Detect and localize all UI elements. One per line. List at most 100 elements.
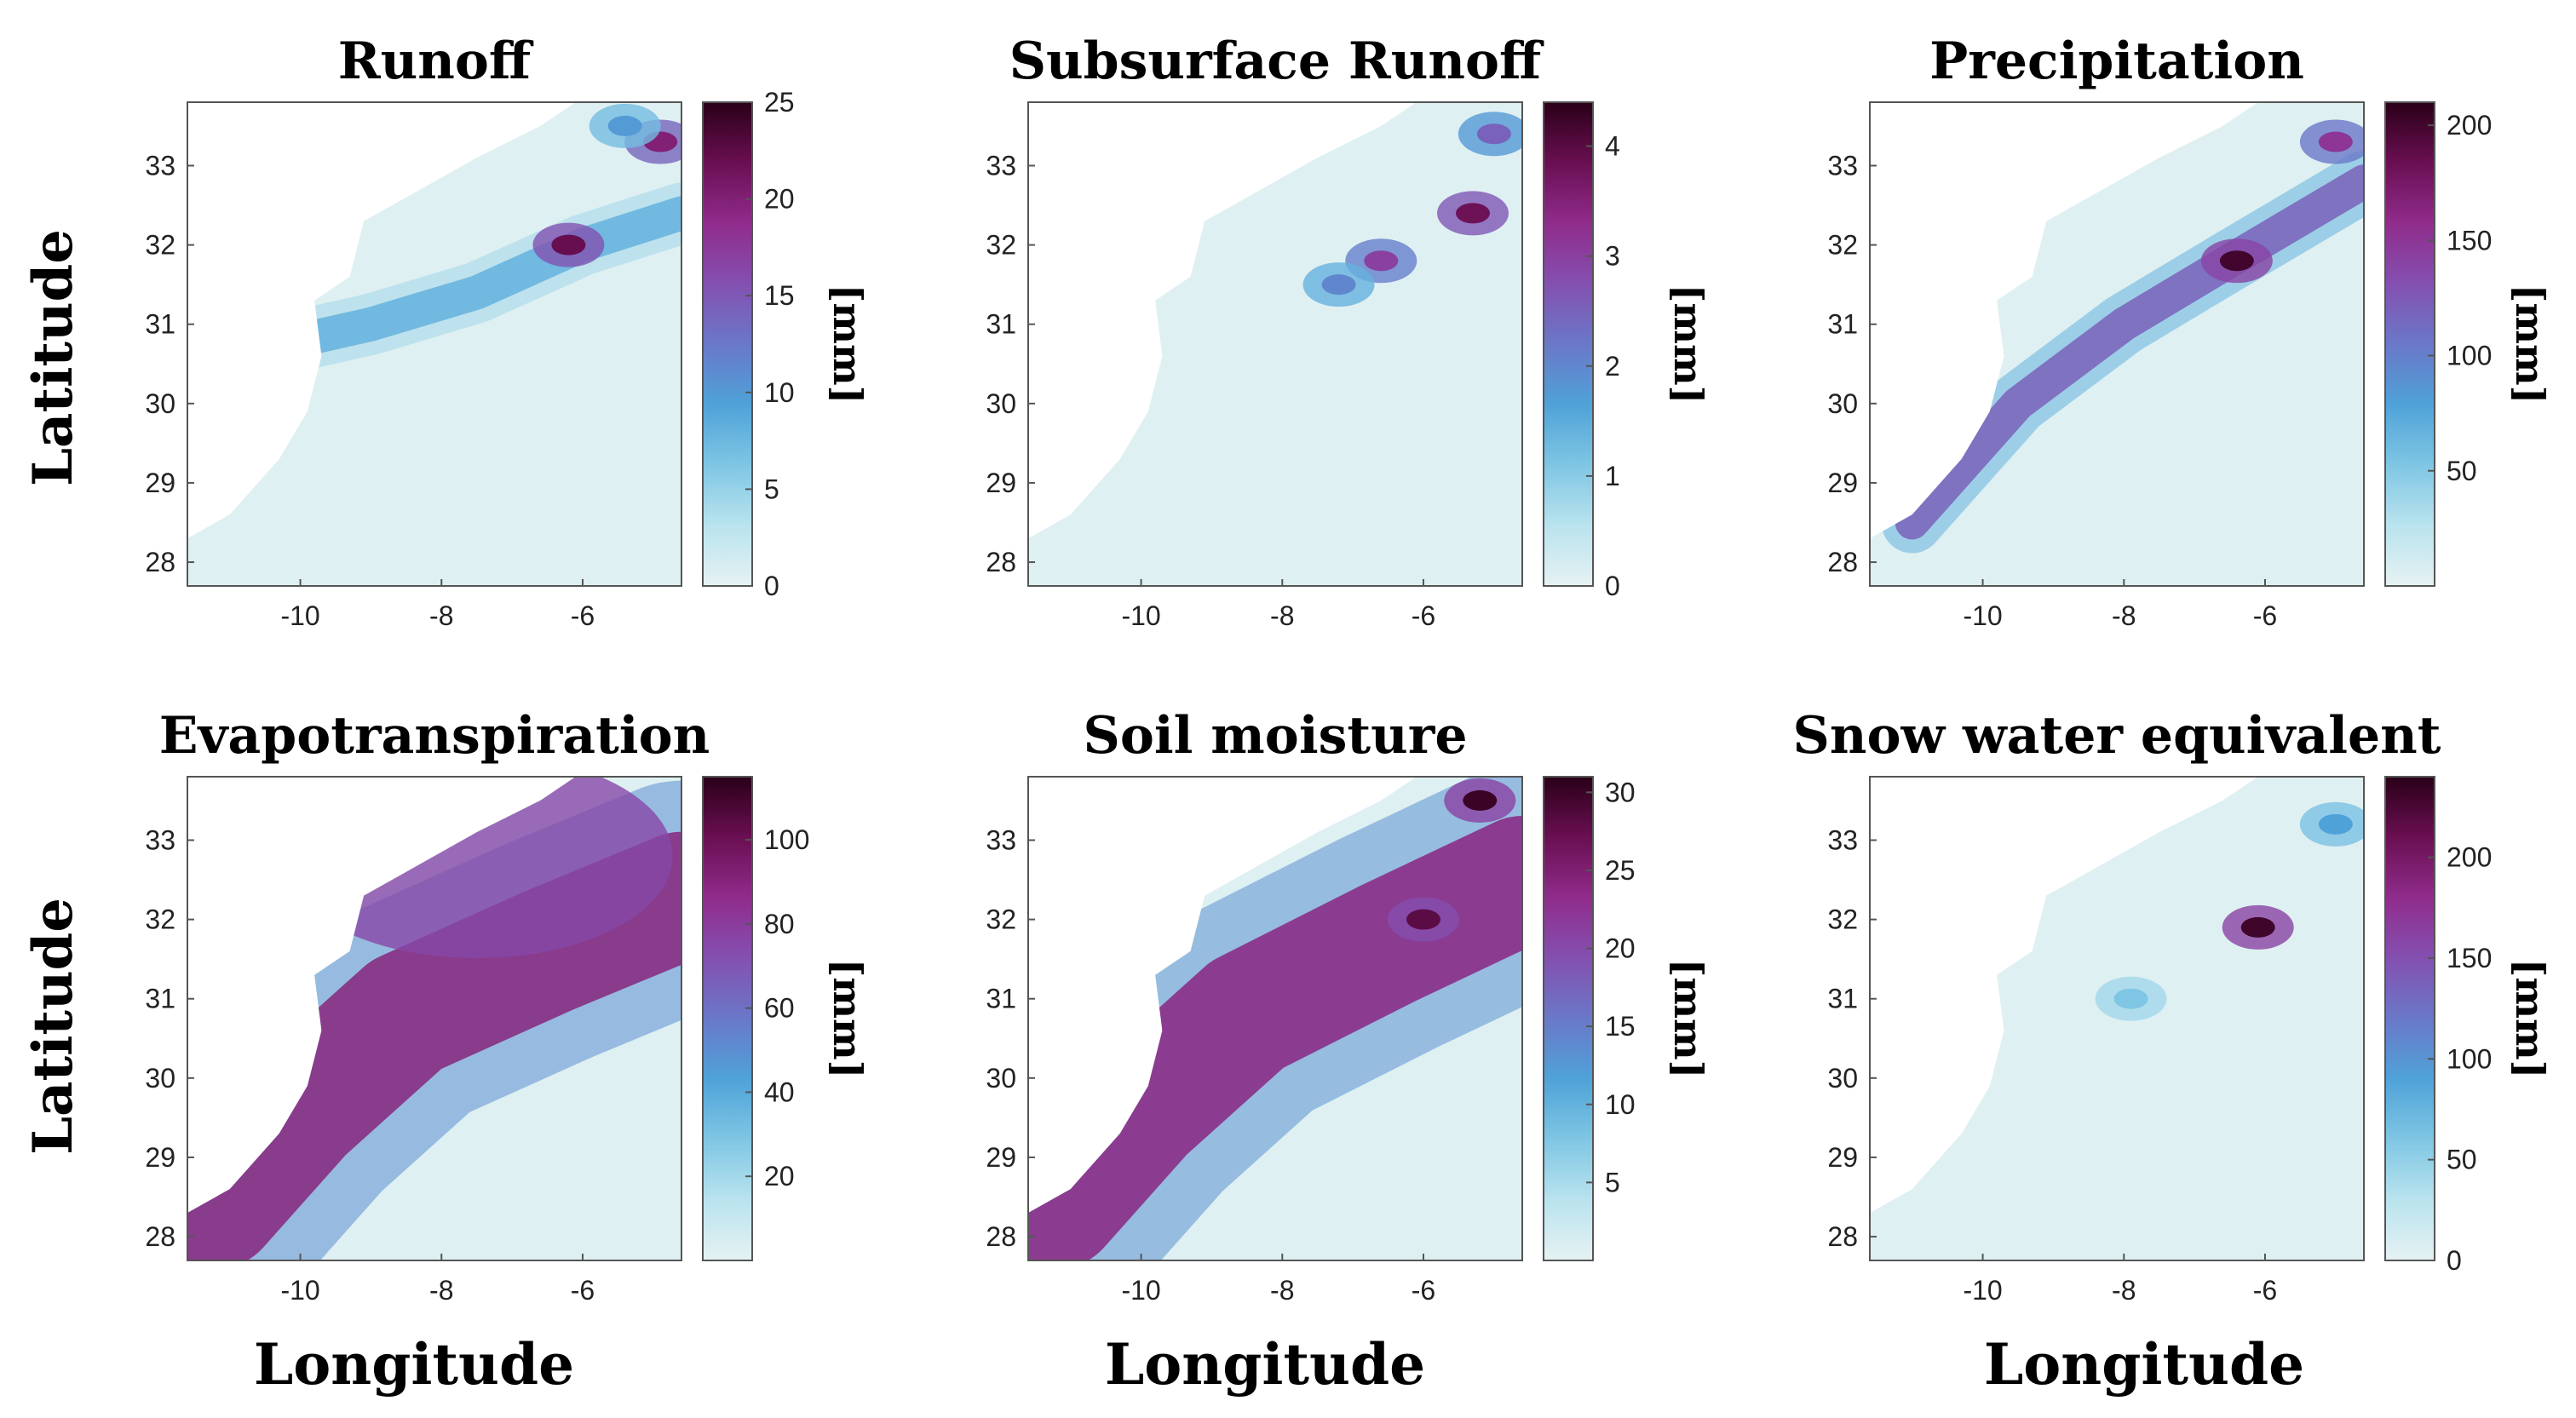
y-tick-label: 29 — [986, 1142, 1016, 1173]
colorbar-tick-label: 100 — [2447, 1043, 2492, 1074]
x-tick-label: -8 — [1270, 1275, 1294, 1306]
data-hotspot — [1463, 789, 1498, 811]
data-hotspot — [607, 115, 642, 136]
data-hotspot — [2219, 250, 2254, 272]
x-tick-label: -8 — [2112, 600, 2136, 631]
colorbar-tick-label: 50 — [2447, 456, 2477, 486]
data-hotspot — [1321, 274, 1356, 296]
colorbar-tick-label: 200 — [2447, 110, 2492, 141]
panel-title: Runoff — [338, 32, 534, 91]
panel-5: Soil moisture -10 -8 -6 28 29 30 31 32 33 5 10 15 20 2… — [986, 706, 1711, 1306]
x-tick-label: -8 — [429, 1275, 453, 1306]
colorbar-tick-label: 20 — [1605, 933, 1636, 964]
axes-frame — [1027, 101, 1523, 587]
axes-frame — [187, 776, 682, 1261]
y-tick-label: 30 — [1827, 388, 1858, 419]
colorbar — [1543, 101, 1594, 587]
panel-2: Subsurface Runoff -10 -8 -6 28 29 30 31 32 33 0 1 2 3… — [986, 32, 1711, 631]
panel-6: Snow water equivalent -10 -8 -6 28 29 30 31 32 33… — [1792, 706, 2553, 1306]
colorbar-tick-label: 0 — [2447, 1245, 2462, 1276]
y-tick-label: 29 — [986, 468, 1016, 498]
colorbar-tick-label: 150 — [2447, 225, 2492, 255]
panel-4: Evapotranspiration -10 -8 -6 28 29 30 31 32 33 20 4… — [145, 706, 871, 1306]
colorbar-tick-label: 10 — [764, 377, 795, 408]
colorbar-tick-label: 0 — [1605, 571, 1620, 601]
colorbar-tick-label: 20 — [764, 1161, 795, 1191]
colorbar-tick-label: 0 — [764, 571, 779, 601]
y-tick-label: 32 — [986, 230, 1016, 261]
x-axis-label-1: Longitude — [254, 1331, 574, 1398]
panel-title: Evapotranspiration — [159, 706, 710, 766]
y-tick-label: 31 — [1827, 984, 1858, 1014]
y-tick-label: 28 — [986, 547, 1016, 577]
x-tick-label: -8 — [2112, 1275, 2136, 1306]
colorbar-tick-label: 5 — [1605, 1167, 1620, 1197]
colorbar-tick-label: 100 — [2447, 341, 2492, 371]
axes-frame — [1869, 101, 2365, 587]
axes-frame — [187, 101, 682, 587]
x-tick-label: -8 — [429, 600, 453, 631]
y-tick-label: 30 — [1827, 1063, 1858, 1094]
y-axis-label-bottom: Latitude — [21, 898, 85, 1155]
colorbar-label: [mm] — [2507, 284, 2553, 405]
panel-3: Precipitation -10 -8 -6 28 29 30 31 32 33 50 100 150… — [1827, 32, 2553, 631]
y-tick-label: 33 — [986, 150, 1016, 181]
y-tick-label: 28 — [1827, 547, 1858, 577]
y-tick-label: 31 — [145, 984, 175, 1014]
colorbar-label: [mm] — [825, 959, 871, 1079]
colorbar — [702, 776, 753, 1261]
panel-title: Soil moisture — [1083, 706, 1467, 766]
y-tick-label: 32 — [986, 904, 1016, 935]
colorbar-tick-label: 10 — [1605, 1089, 1636, 1120]
colorbar-tick-label: 5 — [764, 474, 779, 504]
x-axis-label-3: Longitude — [1984, 1331, 2304, 1398]
x-tick-label: -10 — [280, 600, 319, 631]
data-hotspot — [1406, 909, 1440, 930]
x-tick-label: -6 — [1412, 1275, 1435, 1306]
data-band — [1895, 164, 2364, 540]
colorbar — [702, 101, 753, 587]
x-tick-label: -10 — [1121, 1275, 1160, 1306]
y-tick-label: 28 — [145, 547, 175, 577]
data-band — [212, 196, 681, 373]
colorbar-tick-label: 40 — [764, 1076, 795, 1107]
data-hotspot — [2240, 916, 2275, 938]
data-hotspot — [1456, 203, 1490, 224]
colorbar-tick-label: 4 — [1605, 131, 1620, 162]
x-tick-label: -6 — [571, 1275, 595, 1306]
colorbar-label: [mm] — [2507, 959, 2553, 1079]
colorbar-tick-label: 100 — [764, 824, 809, 855]
panel-title: Subsurface Runoff — [1009, 32, 1544, 91]
axes-frame — [1869, 776, 2365, 1261]
x-tick-label: -10 — [1963, 600, 2002, 631]
colorbar-tick-label: 50 — [2447, 1145, 2477, 1175]
y-tick-label: 29 — [1827, 1142, 1858, 1173]
data-hotspot — [1364, 250, 1399, 272]
panels: Runoff-10 -8 -62829303132330510152025[mm]S… — [145, 32, 2553, 1306]
colorbar-tick-label: 20 — [764, 184, 795, 215]
x-tick-label: -10 — [1121, 600, 1160, 631]
x-axis-label-2: Longitude — [1105, 1331, 1425, 1398]
colorbar-tick-label: 150 — [2447, 943, 2492, 973]
x-tick-label: -10 — [1963, 1275, 2002, 1306]
colorbar-tick-label: 1 — [1605, 461, 1620, 491]
colorbar-tick-label: 15 — [1605, 1011, 1636, 1042]
data-hotspot — [2318, 131, 2353, 152]
y-tick-label: 28 — [986, 1221, 1016, 1252]
y-tick-label: 31 — [1827, 309, 1858, 340]
data-hotspot — [1476, 123, 1511, 145]
colorbar-tick-label: 25 — [1605, 855, 1636, 886]
y-tick-label: 33 — [1827, 824, 1858, 855]
colorbar — [1543, 776, 1594, 1261]
y-tick-label: 29 — [145, 1142, 175, 1173]
y-tick-label: 33 — [145, 150, 175, 181]
y-tick-label: 31 — [986, 309, 1016, 340]
y-tick-label: 31 — [145, 309, 175, 340]
colorbar-tick-label: 2 — [1605, 351, 1620, 382]
y-tick-label: 30 — [986, 1063, 1016, 1094]
colorbar-label: [mm] — [1665, 284, 1711, 405]
colorbar-label: [mm] — [1665, 959, 1711, 1079]
x-tick-label: -8 — [1270, 600, 1294, 631]
x-tick-label: -6 — [571, 600, 595, 631]
